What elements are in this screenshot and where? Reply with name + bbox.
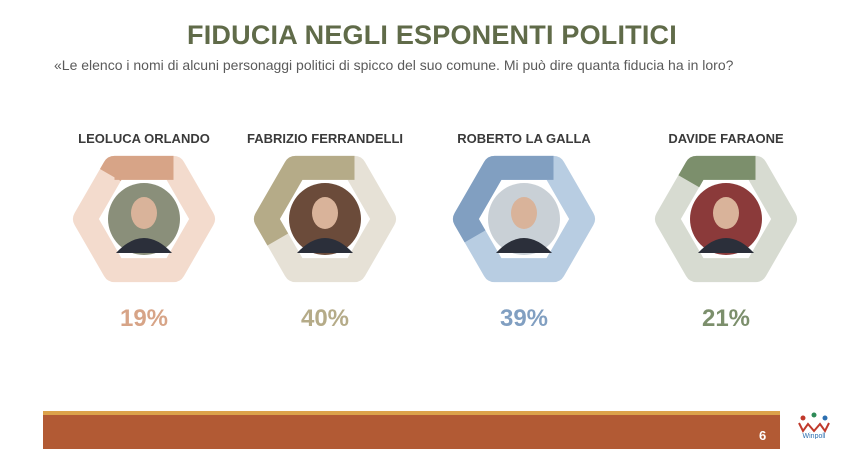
hexagon-ring [73, 155, 215, 283]
ring-value-arc [254, 155, 355, 246]
trust-percentage: 19% [119, 305, 169, 332]
trust-percentage: 40% [300, 305, 350, 332]
candidate-card: LEOLUCA ORLANDO 19% [44, 0, 244, 462]
candidate-card: FABRIZIO FERRANDELLI 40% [225, 0, 425, 462]
ring-value-arc [453, 155, 554, 243]
candidate-photo [690, 183, 762, 255]
trust-percentage: 21% [701, 305, 751, 332]
hexagon-ring [254, 155, 396, 283]
candidate-name: DAVIDE FARAONE [668, 131, 784, 146]
candidate-photo [289, 183, 361, 255]
trust-percentage: 39% [499, 305, 549, 332]
candidate-name: FABRIZIO FERRANDELLI [247, 131, 403, 146]
ring-value-arc [99, 155, 174, 182]
winpoll-logo: Winpoll [798, 412, 830, 439]
candidate-photo [108, 183, 180, 255]
candidate-photo [488, 183, 560, 255]
page-number: 6 [759, 428, 767, 443]
candidate-card: DAVIDE FARAONE 21% [626, 0, 826, 462]
hexagon-ring [655, 155, 797, 283]
candidate-card: ROBERTO LA GALLA 39% [424, 0, 624, 462]
hexagon-ring [453, 155, 595, 283]
candidate-name: LEOLUCA ORLANDO [78, 131, 210, 146]
page-title: FIDUCIA NEGLI ESPONENTI POLITICI [187, 20, 677, 50]
svg-text:Winpoll: Winpoll [803, 433, 826, 439]
footer-bar [43, 415, 780, 449]
footer-accent-line [43, 411, 780, 415]
survey-question: «Le elenco i nomi di alcuni personaggi p… [54, 57, 734, 73]
ring-value-arc [678, 155, 756, 188]
candidate-name: ROBERTO LA GALLA [457, 131, 591, 146]
